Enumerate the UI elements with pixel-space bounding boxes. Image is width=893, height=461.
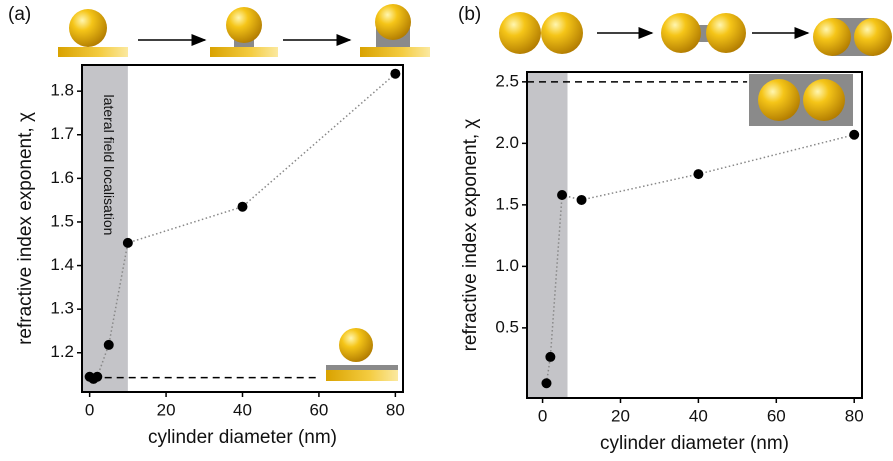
y-tick-label: 0.5 [495, 317, 519, 336]
y-tick-label: 1.3 [50, 299, 74, 318]
x-tick-label: 0 [538, 406, 547, 425]
plots: lateral field localisation 0 20 40 60 80 1.2 1.… [8, 4, 864, 454]
x-tick-label: 40 [233, 400, 252, 419]
y-tick-label: 1.2 [50, 342, 74, 361]
x-tick-label: 0 [85, 400, 94, 419]
data-point [693, 169, 704, 180]
data-point [576, 194, 587, 205]
x-tick-label: 60 [309, 400, 328, 419]
schematic-b [499, 12, 892, 56]
x-tick-label: 20 [157, 400, 176, 419]
y-tick-label: 1.6 [50, 168, 74, 187]
shaded-region [527, 72, 568, 398]
inset-a [326, 328, 398, 381]
y-axis-label: refractive index exponent, χ [15, 112, 36, 345]
data-point [390, 68, 401, 79]
data-point [541, 378, 552, 389]
panel-label: (a) [8, 4, 31, 25]
panel-label: (b) [458, 4, 481, 25]
annotation: lateral field localisation [101, 95, 117, 236]
data-point [849, 129, 860, 140]
data-point [103, 339, 114, 350]
x-axis-label: cylinder diameter (nm) [600, 433, 789, 454]
data-point [92, 371, 103, 382]
shaded-region [82, 65, 128, 392]
y-tick-label: 1.0 [495, 256, 519, 275]
plot-frame [526, 71, 863, 399]
data-point [122, 237, 133, 248]
x-tick-label: 20 [611, 406, 630, 425]
x-tick-label: 40 [689, 406, 708, 425]
y-tick-label: 1.8 [50, 81, 74, 100]
x-tick-label: 80 [386, 400, 405, 419]
y-axis-label: refractive index exponent, χ [460, 119, 481, 352]
schematic-a [58, 4, 430, 57]
x-tick-label: 80 [845, 406, 864, 425]
data-point [545, 351, 556, 362]
x-axis-label: cylinder diameter (nm) [148, 427, 337, 448]
data-point [237, 201, 248, 212]
y-tick-label: 2.5 [495, 71, 519, 90]
y-tick-label: 2.0 [495, 133, 519, 152]
y-tick-label: 1.7 [50, 124, 74, 143]
y-tick-label: 1.5 [50, 211, 74, 230]
y-tick-label: 1.4 [50, 255, 74, 274]
x-tick-label: 60 [767, 406, 786, 425]
inset-b [749, 74, 853, 126]
y-tick-label: 1.5 [495, 194, 519, 213]
data-point [557, 190, 568, 201]
